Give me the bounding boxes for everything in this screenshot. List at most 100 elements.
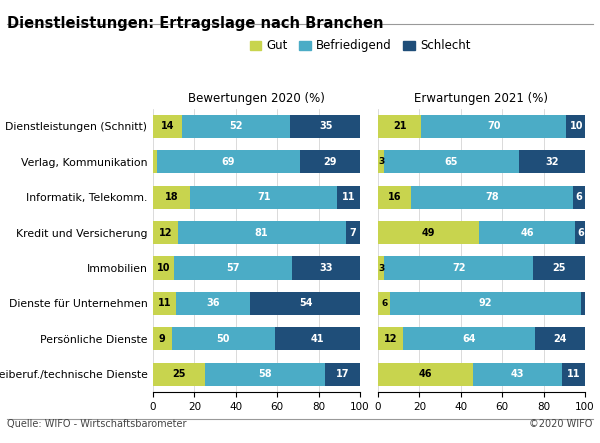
Bar — [153, 150, 157, 173]
Text: 46: 46 — [520, 228, 534, 237]
Bar — [178, 221, 346, 244]
Text: 57: 57 — [226, 263, 239, 273]
Text: 70: 70 — [487, 121, 500, 131]
Text: 43: 43 — [511, 369, 524, 379]
Bar — [174, 256, 292, 280]
Bar — [153, 256, 174, 280]
Text: 25: 25 — [172, 369, 185, 379]
Text: 41: 41 — [311, 334, 325, 344]
Bar — [346, 221, 360, 244]
Text: 65: 65 — [445, 157, 458, 167]
Bar — [378, 150, 384, 173]
Text: 14: 14 — [161, 121, 174, 131]
Bar — [535, 327, 585, 350]
Bar — [378, 327, 403, 350]
Text: 12: 12 — [158, 228, 172, 237]
Bar — [153, 115, 182, 138]
Bar — [479, 221, 575, 244]
Bar — [153, 363, 205, 386]
Text: 11: 11 — [342, 192, 355, 202]
Bar — [421, 115, 566, 138]
Text: 50: 50 — [217, 334, 230, 344]
Text: 71: 71 — [257, 192, 271, 202]
Bar — [325, 363, 360, 386]
Bar — [176, 292, 250, 315]
Text: 3: 3 — [378, 157, 384, 166]
Bar — [378, 221, 479, 244]
Text: 29: 29 — [323, 157, 337, 167]
Text: 33: 33 — [319, 263, 332, 273]
Text: 32: 32 — [545, 157, 559, 167]
Text: 21: 21 — [393, 121, 406, 131]
Bar — [391, 292, 581, 315]
Bar — [572, 186, 585, 209]
Text: 18: 18 — [165, 192, 178, 202]
Bar — [300, 150, 360, 173]
Text: ©2020 WIFO: ©2020 WIFO — [529, 419, 593, 429]
Title: Erwartungen 2021 (%): Erwartungen 2021 (%) — [415, 92, 548, 105]
Bar — [157, 150, 300, 173]
Text: 9: 9 — [159, 334, 166, 344]
Text: 11: 11 — [158, 299, 171, 308]
Text: 16: 16 — [388, 192, 401, 202]
Bar — [172, 327, 275, 350]
Bar — [581, 292, 585, 315]
Bar — [153, 221, 178, 244]
Bar — [205, 363, 325, 386]
Text: 6: 6 — [381, 299, 388, 308]
Text: 64: 64 — [463, 334, 476, 344]
Text: 3: 3 — [378, 264, 384, 272]
Text: 72: 72 — [452, 263, 466, 273]
Bar — [566, 115, 587, 138]
Text: 69: 69 — [222, 157, 235, 167]
Bar — [378, 256, 384, 280]
Text: 12: 12 — [383, 334, 397, 344]
Bar — [473, 363, 562, 386]
Bar — [153, 292, 176, 315]
Bar — [153, 327, 172, 350]
Bar — [384, 150, 519, 173]
Bar — [403, 327, 535, 350]
Text: Quelle: WIFO - Wirtschaftsbarometer: Quelle: WIFO - Wirtschaftsbarometer — [7, 419, 187, 429]
Text: 36: 36 — [206, 299, 220, 308]
Text: 6: 6 — [575, 192, 582, 202]
Bar — [411, 186, 572, 209]
Text: 11: 11 — [567, 369, 580, 379]
Bar — [290, 115, 362, 138]
Text: 49: 49 — [422, 228, 436, 237]
Bar — [562, 363, 585, 386]
Text: 81: 81 — [255, 228, 268, 237]
Text: 52: 52 — [229, 121, 242, 131]
Bar — [190, 186, 337, 209]
Bar — [378, 363, 473, 386]
Bar — [575, 221, 587, 244]
Bar — [275, 327, 360, 350]
Text: 10: 10 — [157, 263, 170, 273]
Text: 92: 92 — [479, 299, 493, 308]
Text: 24: 24 — [553, 334, 567, 344]
Bar — [182, 115, 290, 138]
Text: 58: 58 — [258, 369, 272, 379]
Bar — [153, 186, 190, 209]
Text: 54: 54 — [299, 299, 313, 308]
Bar — [378, 186, 411, 209]
Text: 10: 10 — [570, 121, 583, 131]
Text: 17: 17 — [335, 369, 349, 379]
Bar — [519, 150, 585, 173]
Text: 78: 78 — [485, 192, 499, 202]
Bar — [378, 115, 421, 138]
Legend: Gut, Befriedigend, Schlecht: Gut, Befriedigend, Schlecht — [245, 35, 475, 57]
Text: 6: 6 — [577, 228, 584, 237]
Text: 35: 35 — [319, 121, 332, 131]
Bar — [384, 256, 533, 280]
Bar — [292, 256, 360, 280]
Bar — [378, 292, 391, 315]
Bar — [337, 186, 360, 209]
Text: 46: 46 — [419, 369, 433, 379]
Text: Dienstleistungen: Ertragslage nach Branchen: Dienstleistungen: Ertragslage nach Branc… — [7, 16, 384, 31]
Bar — [250, 292, 362, 315]
Text: 7: 7 — [349, 228, 356, 237]
Bar — [533, 256, 585, 280]
Text: 25: 25 — [553, 263, 566, 273]
Title: Bewertungen 2020 (%): Bewertungen 2020 (%) — [188, 92, 325, 105]
